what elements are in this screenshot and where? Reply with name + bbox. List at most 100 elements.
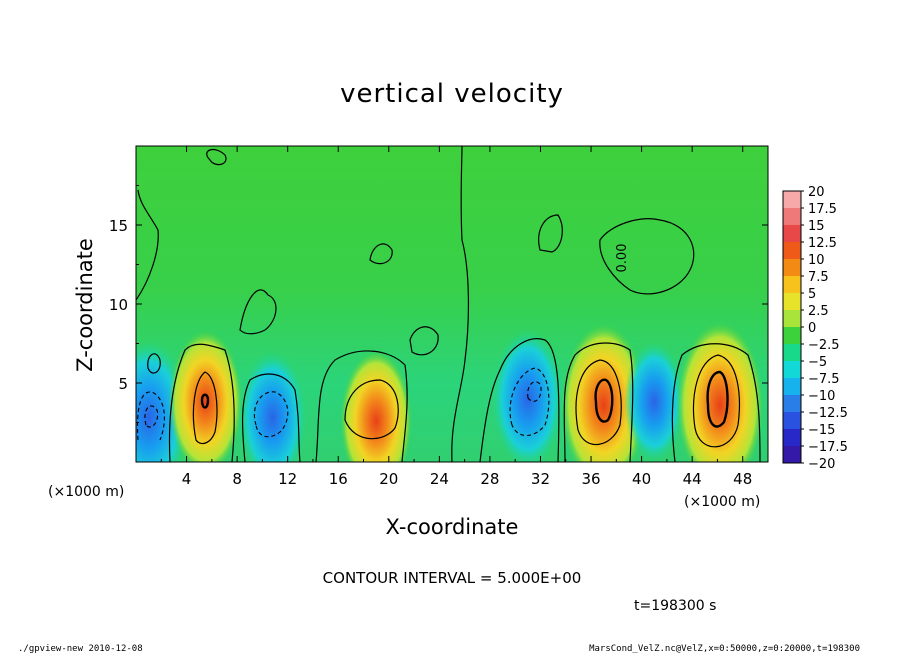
colorbar-label: 7.5: [808, 270, 829, 285]
x-tick-label: 48: [733, 470, 752, 488]
colorbar-swatch: [783, 446, 801, 463]
contour-zero-5: [451, 146, 470, 462]
x-axis-label: X-coordinate: [386, 515, 519, 539]
contour-10-1: [200, 393, 210, 409]
colorbar-swatch: [783, 293, 801, 310]
x-tick-label: 32: [531, 470, 550, 488]
x-tick-label: 24: [430, 470, 449, 488]
footer-right: MarsCond_VelZ.nc@VelZ,x=0:50000,z=0:2000…: [589, 644, 860, 654]
contour-neg10-2: [527, 381, 542, 402]
chart-title: vertical velocity: [340, 79, 564, 109]
contour-zero-6: [479, 338, 560, 462]
contour-interval: CONTOUR INTERVAL = 5.000E+00: [323, 569, 582, 587]
colorbar-swatch: [783, 310, 801, 327]
time-label: t=198300 s: [634, 598, 716, 614]
updraft-5: [560, 323, 647, 462]
contour-zero-4: [315, 350, 408, 462]
x-tick-label: 8: [232, 470, 242, 488]
colorbar-swatch: [783, 344, 801, 361]
contour-5-2: [344, 379, 399, 440]
contour-5-1: [192, 371, 218, 445]
contour-10-2: [594, 378, 614, 423]
colorbar-label: −2.5: [808, 338, 840, 353]
x-tick-label: 36: [581, 470, 600, 488]
colorbar-swatch: [783, 191, 801, 208]
x-tick-label: 4: [182, 470, 192, 488]
colorbar-swatch: [783, 395, 801, 412]
colorbar-swatch: [783, 412, 801, 429]
contour-label: 0.00: [615, 244, 630, 273]
contour-5-3: [575, 359, 622, 446]
contour-zero-15: [147, 353, 161, 374]
colorbar-label: −10: [808, 389, 835, 404]
contour-5-4: [692, 354, 740, 448]
x-tick-label: 20: [379, 470, 398, 488]
downdraft-2: [238, 350, 307, 462]
colorbar-label: 15: [808, 219, 825, 234]
footer-left: ./gpview-new 2010-12-08: [18, 644, 143, 654]
contour-neg5-2: [254, 391, 289, 438]
y-tick-label: 15: [109, 217, 128, 235]
colorbar-label: −12.5: [808, 406, 848, 421]
updraft-1: [168, 329, 243, 462]
colorbar-swatch: [783, 327, 801, 344]
contour-zero-7: [563, 342, 634, 462]
contour-neg5-1: [136, 391, 165, 441]
y-axis-ticks: 5 10 15: [109, 185, 768, 423]
colorbar-swatch: [783, 225, 801, 242]
contour-zero-13: [369, 243, 393, 265]
y-axis-label: Z-coordinate: [73, 238, 97, 372]
colorbar-label: −7.5: [808, 372, 840, 387]
colorbar-label: 0: [808, 321, 816, 336]
downdraft-6: [623, 341, 685, 462]
colorbar-label: 20: [808, 185, 825, 200]
colorbar-swatch: [783, 276, 801, 293]
plot-area: 0.00: [136, 146, 768, 462]
x-axis-unit-left: (×1000 m): [48, 484, 124, 500]
x-tick-label: 28: [480, 470, 499, 488]
colorbar-label: −17.5: [808, 440, 848, 455]
contour-zero-8: [671, 343, 761, 462]
colorbar-label: 2.5: [808, 304, 829, 319]
x-tick-label: 40: [632, 470, 651, 488]
negative-contours: [136, 367, 550, 441]
colorbar-swatch: [783, 361, 801, 378]
colorbar-swatch: [783, 242, 801, 259]
colorbar-swatch: [783, 208, 801, 225]
contour-zero-14: [409, 326, 439, 356]
colorbar-label: −20: [808, 457, 835, 472]
colorbar-label: 17.5: [808, 202, 837, 217]
contour-neg5-3: [509, 367, 550, 437]
x-tick-label: 16: [329, 470, 348, 488]
contour-zero-11: [239, 289, 277, 335]
colorbar-label: −5: [808, 355, 827, 370]
contour-zero-12: [599, 218, 695, 295]
x-tick-label: 12: [278, 470, 297, 488]
colorbar-label: −15: [808, 423, 835, 438]
contour-10-3: [706, 370, 729, 428]
contour-zero-2: [168, 343, 235, 462]
x-axis-unit-right: (×1000 m): [684, 494, 760, 510]
colorbar-swatch: [783, 429, 801, 446]
updraft-3: [340, 350, 413, 462]
colorbar-label: 12.5: [808, 236, 837, 251]
colorbar-label: 10: [808, 253, 825, 268]
x-axis-ticks: 4 8 12 16 20 24 28 32 36 40 44 48: [160, 146, 752, 488]
contour-zero-9: [206, 148, 227, 166]
x-tick-label: 44: [683, 470, 702, 488]
colorbar-swatch: [783, 378, 801, 395]
contour-zero-3: [241, 373, 301, 462]
contour-zero-10: [538, 214, 563, 253]
colorbar-swatch: [783, 259, 801, 276]
colorbar: 20 17.5 15 12.5 10 7.5 5 2.5 0 −2.5 −5 −7.5 −10 −12.5…: [782, 185, 848, 472]
contour-neg10-1: [144, 405, 159, 428]
updraft-7: [676, 321, 764, 462]
contour-lines: [136, 146, 761, 462]
downdraft-4: [491, 328, 564, 462]
y-tick-label: 10: [109, 296, 128, 314]
colorbar-label: 5: [808, 287, 816, 302]
contour-zero-1: [136, 189, 159, 301]
field-features: [136, 321, 764, 462]
y-tick-label: 5: [118, 375, 128, 393]
